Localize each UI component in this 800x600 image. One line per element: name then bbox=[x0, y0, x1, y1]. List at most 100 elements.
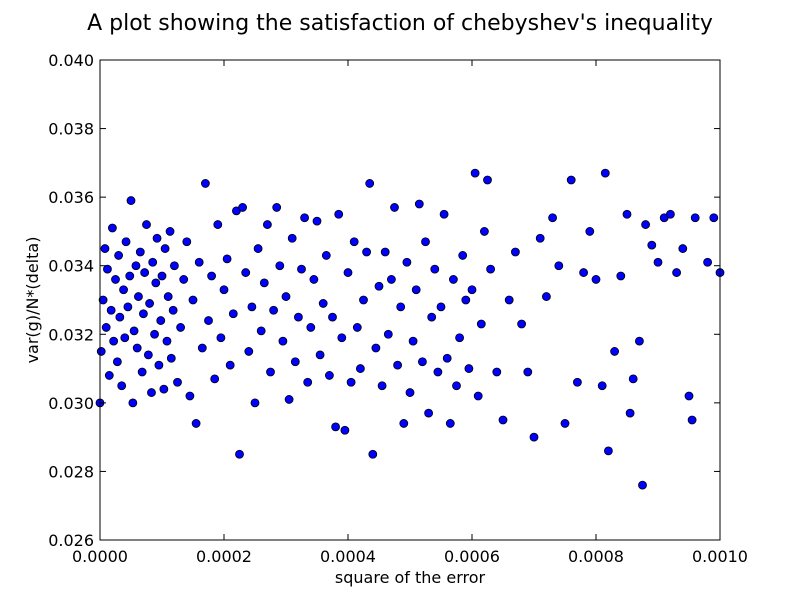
data-point bbox=[168, 305, 178, 315]
data-point bbox=[414, 199, 424, 209]
data-point bbox=[703, 257, 712, 267]
data-point bbox=[247, 302, 257, 312]
data-point bbox=[154, 360, 164, 370]
data-point bbox=[222, 254, 232, 264]
data-point bbox=[228, 309, 238, 319]
data-point bbox=[315, 350, 325, 360]
data-point bbox=[120, 333, 130, 343]
data-point bbox=[162, 336, 172, 346]
data-point bbox=[111, 275, 120, 284]
data-point bbox=[165, 227, 175, 236]
data-point bbox=[121, 237, 131, 247]
data-point bbox=[433, 367, 443, 377]
data-point bbox=[638, 480, 647, 490]
data-point bbox=[179, 275, 189, 284]
data-point bbox=[250, 398, 260, 408]
data-point bbox=[436, 302, 446, 312]
data-point bbox=[399, 419, 409, 428]
data-point bbox=[145, 299, 155, 308]
data-point bbox=[300, 213, 310, 223]
data-point bbox=[635, 336, 644, 346]
y-axis-ticks: 0.026 0.028 0.030 0.032 0.034 0.036 0.038 0.040 bbox=[48, 51, 720, 550]
data-point bbox=[641, 220, 650, 229]
data-point bbox=[96, 347, 106, 356]
data-point bbox=[156, 316, 166, 325]
data-point bbox=[176, 323, 186, 332]
data-point bbox=[191, 419, 201, 428]
data-point bbox=[573, 377, 582, 387]
data-point bbox=[359, 295, 368, 305]
data-point bbox=[216, 333, 226, 343]
y-tick-label: 0.030 bbox=[48, 394, 94, 413]
data-point bbox=[334, 209, 344, 219]
data-point bbox=[371, 343, 381, 353]
data-point bbox=[628, 374, 638, 384]
data-point bbox=[473, 391, 483, 401]
data-point bbox=[610, 347, 619, 356]
data-point bbox=[517, 319, 526, 329]
y-tick-label: 0.034 bbox=[48, 257, 94, 276]
data-point bbox=[309, 275, 319, 284]
y-tick-label: 0.028 bbox=[48, 462, 94, 481]
data-point bbox=[597, 381, 607, 391]
data-point bbox=[352, 323, 362, 332]
data-point bbox=[272, 203, 282, 212]
data-point bbox=[511, 247, 520, 257]
data-point bbox=[173, 377, 182, 387]
data-point bbox=[430, 264, 440, 274]
data-point bbox=[346, 377, 356, 387]
data-point bbox=[492, 367, 502, 377]
data-point bbox=[479, 227, 489, 236]
data-point bbox=[98, 295, 108, 305]
data-point bbox=[318, 299, 328, 308]
data-point bbox=[138, 309, 148, 319]
data-point bbox=[523, 367, 533, 377]
data-point bbox=[182, 237, 192, 247]
data-point bbox=[207, 271, 217, 281]
data-point bbox=[647, 240, 657, 250]
data-point bbox=[687, 415, 697, 425]
y-tick-label: 0.040 bbox=[48, 51, 94, 70]
data-point bbox=[132, 343, 142, 353]
data-point bbox=[157, 271, 167, 281]
data-point bbox=[101, 323, 111, 332]
data-point bbox=[380, 247, 390, 257]
data-point bbox=[483, 175, 492, 185]
data-point bbox=[560, 419, 570, 428]
data-point bbox=[262, 220, 272, 229]
data-point bbox=[131, 261, 141, 271]
data-point bbox=[166, 353, 176, 363]
data-point bbox=[616, 271, 626, 281]
data-point bbox=[324, 371, 334, 380]
data-point bbox=[312, 216, 322, 226]
data-point bbox=[622, 209, 632, 219]
data-point bbox=[152, 233, 162, 243]
data-point bbox=[200, 179, 210, 188]
x-axis-label: square of the error bbox=[335, 568, 486, 587]
data-point bbox=[625, 408, 635, 418]
data-point bbox=[349, 237, 359, 247]
data-point bbox=[142, 220, 151, 229]
data-point bbox=[386, 275, 396, 284]
data-point bbox=[340, 425, 350, 435]
data-point bbox=[284, 395, 294, 404]
y-tick-label: 0.036 bbox=[48, 188, 94, 207]
data-point bbox=[442, 353, 452, 363]
data-point bbox=[709, 213, 719, 223]
data-point bbox=[321, 251, 331, 260]
data-point bbox=[604, 446, 613, 456]
y-tick-label: 0.038 bbox=[48, 120, 94, 139]
data-point bbox=[290, 357, 300, 367]
data-point bbox=[690, 213, 700, 223]
data-point bbox=[461, 295, 471, 305]
data-point bbox=[194, 257, 204, 267]
data-point bbox=[103, 264, 112, 274]
data-point bbox=[148, 257, 158, 267]
data-point bbox=[256, 326, 266, 336]
data-point bbox=[424, 408, 434, 418]
data-point bbox=[402, 257, 412, 267]
y-axis-label: var(g)/N*(delta) bbox=[23, 237, 42, 364]
data-point bbox=[159, 384, 169, 394]
x-tick-label: 0.0004 bbox=[320, 547, 376, 566]
